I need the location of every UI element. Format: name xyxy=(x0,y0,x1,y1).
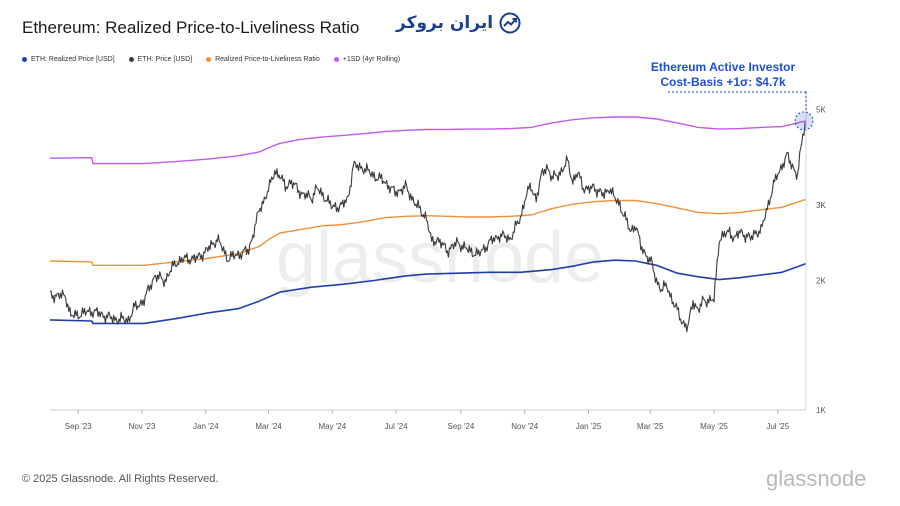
annotation-circle xyxy=(794,111,814,131)
glassnode-logo: glassnode xyxy=(766,466,867,491)
legend-item-price[interactable]: ETH: Price [USD] xyxy=(128,56,193,63)
trend-logo-icon xyxy=(499,12,521,34)
x-tick-label: Jan '24 xyxy=(193,422,219,431)
legend-label-sd: +1SD (4yr Rolling) xyxy=(342,56,401,63)
brand-text: ایران بروکر xyxy=(396,13,494,33)
brand-logo: ایران بروکر xyxy=(396,12,521,34)
legend-dot-price xyxy=(128,57,134,62)
axes: 1K 2K 3K 5K Sep '23 Nov '23 Jan '24 Mar '24 May … xyxy=(50,90,826,431)
line-realized-price xyxy=(49,259,807,325)
legend-item-realized[interactable]: ETH: Realized Price [USD] xyxy=(22,56,115,63)
line-eth-price xyxy=(49,120,807,333)
annotation-line2: Cost-Basis +1σ: $4.7k xyxy=(660,75,786,89)
x-tick-label: Sep '24 xyxy=(447,422,474,431)
legend-label-ratio: Realized Price-to-Liveliness Ratio xyxy=(215,56,320,63)
x-tick-label: Jul '25 xyxy=(766,422,789,431)
y-tick-label: 2K xyxy=(816,277,826,286)
series-group xyxy=(49,116,807,333)
x-tick-label: Mar '25 xyxy=(637,422,664,431)
x-tick-label: Jan '25 xyxy=(576,422,602,431)
chart-title: Ethereum: Realized Price-to-Liveliness R… xyxy=(22,18,360,37)
x-tick-label: Sep '23 xyxy=(65,422,92,431)
annotation-marks xyxy=(668,91,814,131)
annotation-line1: Ethereum Active Investor xyxy=(650,60,796,74)
annotation-label: Ethereum Active Investor Cost-Basis +1σ:… xyxy=(640,60,806,90)
y-tick-label: 3K xyxy=(816,201,826,210)
chart-legend: ETH: Realized Price [USD] ETH: Price [US… xyxy=(22,56,400,63)
legend-dot-realized xyxy=(22,57,27,62)
legend-item-ratio[interactable]: Realized Price-to-Liveliness Ratio xyxy=(206,56,320,63)
line-plus-1sd xyxy=(49,116,807,165)
legend-label-realized: ETH: Realized Price [USD] xyxy=(31,56,115,63)
x-tick-label: May '24 xyxy=(318,422,346,431)
x-tick-label: Nov '23 xyxy=(129,422,156,431)
copyright-text: © 2025 Glassnode. All Rights Reserved. xyxy=(22,473,219,485)
y-tick-label: 5K xyxy=(816,105,826,114)
x-tick-label: Mar '24 xyxy=(255,422,282,431)
y-tick-label: 1K xyxy=(816,406,826,415)
x-tick-label: Nov '24 xyxy=(511,422,538,431)
x-tick-label: Jul '24 xyxy=(385,422,408,431)
legend-dot-sd xyxy=(333,57,339,62)
legend-label-price: ETH: Price [USD] xyxy=(137,56,193,63)
x-tick-label: May '25 xyxy=(700,422,728,431)
legend-item-sd[interactable]: +1SD (4yr Rolling) xyxy=(333,56,401,63)
line-liveliness-ratio xyxy=(49,198,807,266)
legend-dot-ratio xyxy=(206,57,212,62)
